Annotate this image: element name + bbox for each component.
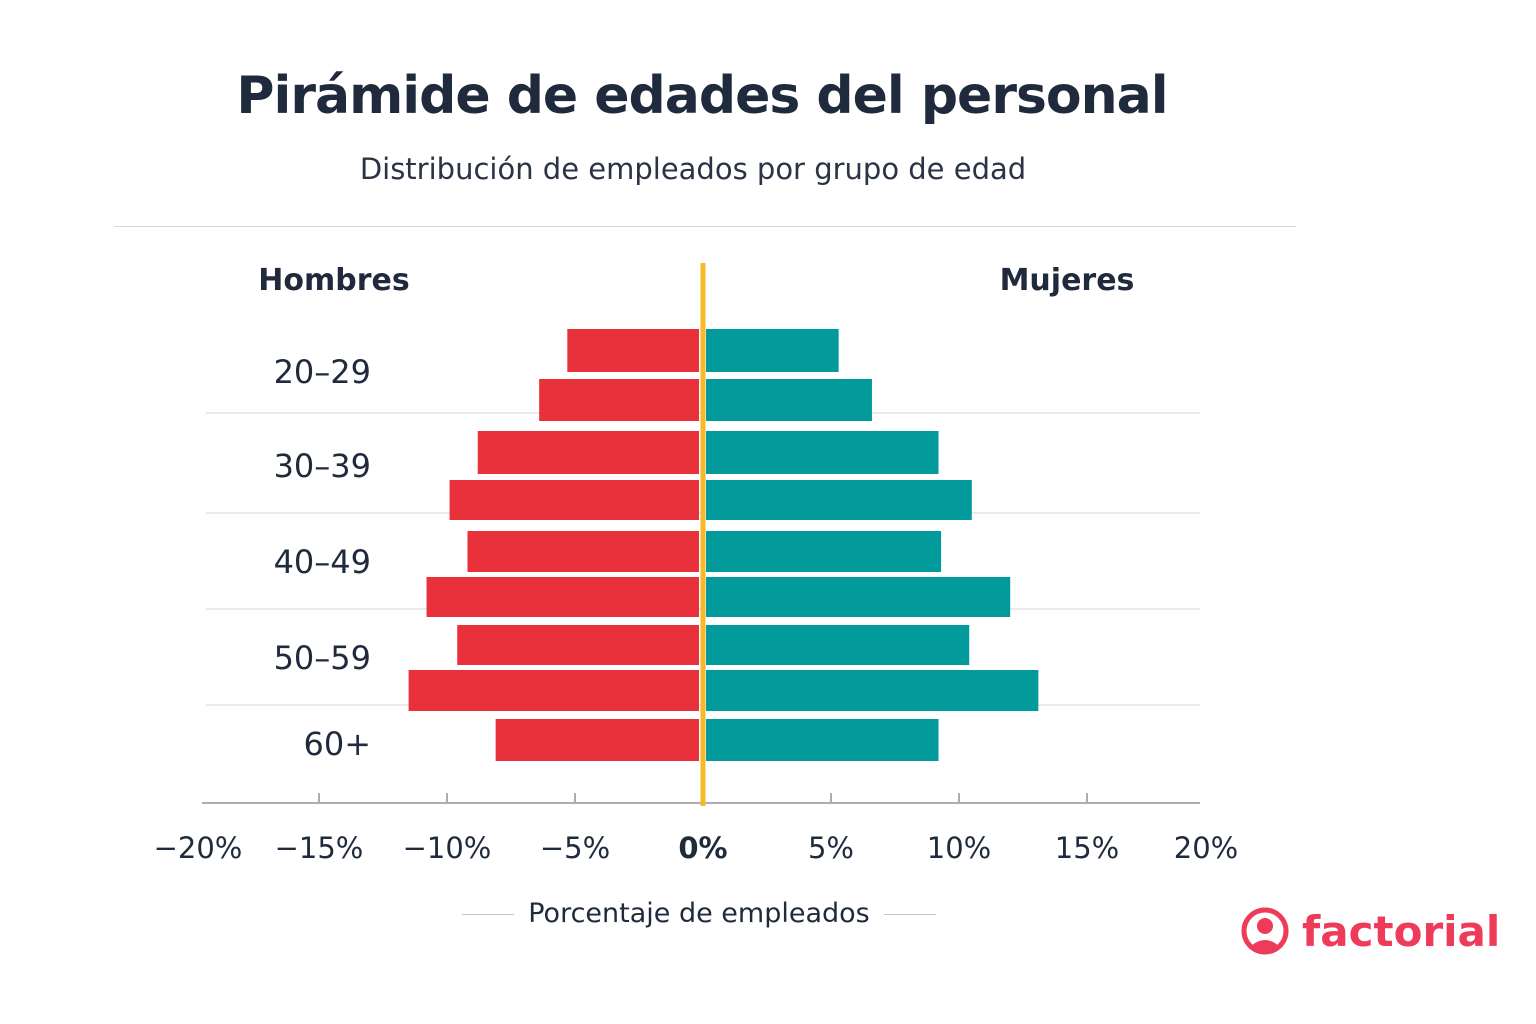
x-tick-label: 0%	[678, 831, 727, 865]
bar-men	[467, 531, 699, 572]
bar-men	[567, 329, 699, 372]
bar-men	[539, 379, 699, 421]
chart-title: Pirámide de edades del personal	[236, 66, 1168, 126]
x-axis-label: Porcentaje de empleados	[528, 898, 870, 929]
bar-women	[706, 719, 939, 761]
age-group-label: 40–49	[274, 543, 371, 581]
brand-wordmark: factorial	[1302, 906, 1501, 956]
bar-men	[477, 431, 699, 474]
x-tick-label: −20%	[154, 831, 243, 865]
factorial-logo: factorial	[1240, 906, 1500, 956]
bar-men	[426, 577, 699, 617]
age-group-label: 30–39	[274, 447, 371, 485]
label-rule-right	[883, 914, 936, 915]
bar-men	[449, 480, 699, 520]
bar-women	[706, 670, 1039, 711]
chart-subtitle: Distribución de empleados por grupo de e…	[359, 152, 1027, 186]
factorial-person-icon	[1241, 907, 1289, 955]
bar-women	[706, 431, 939, 474]
x-tick-label: −5%	[540, 831, 610, 865]
series-label-men: Hombres	[258, 263, 409, 298]
bar-women	[706, 379, 872, 421]
bar-women	[706, 531, 942, 572]
bar-men	[457, 625, 699, 665]
x-axis-label-wrap: Porcentaje de empleados	[0, 898, 1398, 929]
x-tick-label: 5%	[808, 831, 854, 865]
age-group-label: 60+	[303, 725, 371, 763]
age-group-label: 50–59	[274, 639, 371, 677]
bar-women	[706, 577, 1011, 617]
bar-women	[706, 625, 970, 665]
x-tick-label: 20%	[1174, 831, 1238, 865]
label-rule-left	[462, 914, 515, 915]
bar-men	[408, 670, 699, 711]
age-group-label: 20–29	[274, 353, 371, 391]
bar-women	[706, 480, 972, 520]
bar-men	[495, 719, 699, 761]
x-tick-label: 10%	[927, 831, 991, 865]
bar-women	[706, 329, 839, 372]
header-divider	[114, 226, 1296, 227]
x-tick-label: −10%	[403, 831, 492, 865]
x-tick-label: 15%	[1055, 831, 1119, 865]
x-tick-label: −15%	[275, 831, 364, 865]
series-label-women: Mujeres	[1000, 263, 1135, 298]
